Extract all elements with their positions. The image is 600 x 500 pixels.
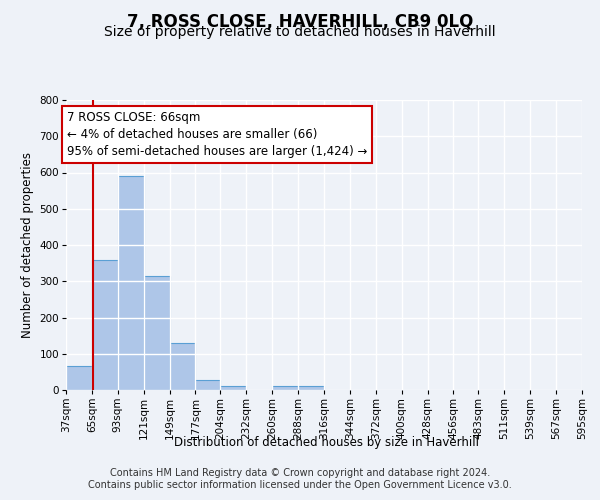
Bar — [196, 380, 220, 390]
Bar — [92, 260, 118, 390]
Text: Distribution of detached houses by size in Haverhill: Distribution of detached houses by size … — [175, 436, 479, 449]
Text: 7, ROSS CLOSE, HAVERHILL, CB9 0LQ: 7, ROSS CLOSE, HAVERHILL, CB9 0LQ — [127, 12, 473, 30]
Bar — [220, 386, 247, 390]
Bar — [272, 386, 298, 390]
Text: Contains HM Land Registry data © Crown copyright and database right 2024.: Contains HM Land Registry data © Crown c… — [110, 468, 490, 477]
Text: Contains public sector information licensed under the Open Government Licence v3: Contains public sector information licen… — [88, 480, 512, 490]
Bar — [170, 343, 196, 390]
Bar — [66, 366, 92, 390]
Bar — [118, 176, 143, 390]
Y-axis label: Number of detached properties: Number of detached properties — [21, 152, 34, 338]
Text: 7 ROSS CLOSE: 66sqm
← 4% of detached houses are smaller (66)
95% of semi-detache: 7 ROSS CLOSE: 66sqm ← 4% of detached hou… — [67, 111, 367, 158]
Bar — [143, 276, 170, 390]
Text: Size of property relative to detached houses in Haverhill: Size of property relative to detached ho… — [104, 25, 496, 39]
Bar — [298, 386, 324, 390]
